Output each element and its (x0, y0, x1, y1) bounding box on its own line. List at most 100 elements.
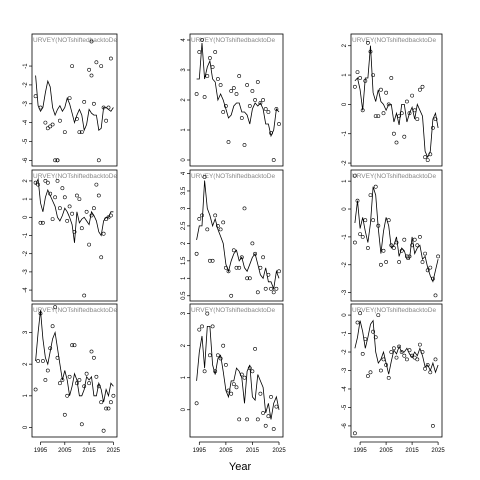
data-point (420, 260, 425, 264)
panel-4: URVEY(NOTshiftedbacktoDe -4 -3 -2 -1 0 1 2 (23, 169, 118, 302)
data-point (242, 143, 247, 147)
data-point (404, 99, 409, 104)
data-point (45, 368, 50, 373)
data-point (213, 50, 218, 54)
x-axis-2: 1995 2005 2015 2025 (193, 441, 286, 454)
y-tick-label: 1 (181, 375, 187, 379)
data-point (381, 357, 386, 362)
data-point (378, 368, 383, 373)
data-point (48, 191, 53, 196)
data-point (420, 350, 425, 354)
y-tick-label: -4 (23, 287, 29, 293)
data-point (269, 394, 273, 399)
data-point (355, 70, 360, 75)
x-tick-label: 2015 (82, 448, 96, 454)
data-point (58, 118, 62, 123)
data-point (53, 305, 58, 310)
data-point (433, 293, 438, 298)
data-point (65, 393, 70, 398)
data-point (399, 111, 404, 116)
data-point (423, 366, 428, 371)
panel-1: URVEY(NOTshiftedbacktoDe -6 -5 -4 -3 -2 -1 (23, 33, 117, 167)
data-point (96, 158, 101, 163)
data-point (365, 374, 370, 378)
data-point (79, 422, 84, 427)
data-point (266, 414, 271, 419)
data-point (87, 242, 92, 247)
series-line (35, 310, 114, 403)
data-point (410, 93, 415, 98)
data-point (67, 96, 72, 101)
data-point (391, 246, 396, 250)
data-point (389, 243, 394, 248)
data-point (237, 417, 242, 422)
data-point (381, 248, 386, 253)
y-tick-label: 3 (181, 206, 187, 210)
panel-frame (31, 169, 118, 302)
data-point (271, 427, 276, 431)
data-point (218, 356, 223, 361)
data-point (231, 86, 236, 90)
data-point (70, 211, 75, 216)
data-point (371, 329, 376, 334)
x-tick-label: 1995 (193, 448, 207, 454)
data-point (60, 378, 65, 382)
y-tick-label: 0 (181, 407, 187, 411)
y-tick-label: 0 (181, 158, 187, 162)
data-point (72, 343, 77, 348)
data-point (106, 105, 111, 110)
x-tick-label: 2005 (219, 448, 233, 454)
data-point (62, 412, 67, 417)
data-point (202, 95, 207, 99)
data-point (79, 130, 84, 135)
data-point (417, 87, 422, 92)
data-point (101, 105, 106, 110)
data-point (263, 107, 268, 111)
data-point (415, 117, 420, 122)
data-point (53, 158, 58, 163)
y-tick-label: -6 (342, 423, 348, 429)
data-point (386, 102, 391, 107)
data-point (36, 182, 41, 187)
data-point (70, 64, 75, 69)
data-point (376, 223, 381, 228)
data-point (210, 258, 215, 263)
data-point (363, 218, 368, 223)
data-point (394, 355, 399, 360)
series-line (354, 319, 439, 375)
y-tick-label: 1.5 (181, 256, 187, 265)
data-point (253, 251, 258, 256)
data-point (205, 311, 210, 316)
data-point (352, 84, 357, 89)
data-point (269, 286, 273, 291)
data-point (266, 110, 271, 114)
data-point (99, 400, 104, 405)
x-tick-label: 2025 (431, 448, 445, 454)
data-point (352, 431, 357, 436)
data-point (62, 195, 67, 200)
data-point (391, 131, 396, 136)
data-point (213, 213, 218, 218)
series-line (354, 186, 439, 283)
data-point (376, 313, 381, 318)
data-point (384, 90, 389, 95)
panel-title: URVEY(NOTshiftedbacktoDe (352, 307, 436, 314)
data-point (94, 374, 99, 379)
data-point (234, 385, 239, 390)
data-point (77, 197, 82, 202)
data-point (207, 56, 212, 60)
data-point (77, 378, 82, 382)
data-point (261, 411, 266, 415)
data-point (412, 237, 417, 242)
y-tick-label: 0 (342, 207, 348, 211)
data-point (274, 286, 279, 291)
y-tick-label: 3 (23, 330, 29, 334)
data-point (75, 193, 79, 198)
data-point (38, 105, 43, 110)
data-point (402, 237, 407, 242)
y-tick-label: 3.5 (181, 186, 187, 195)
y-tick-label: -2 (23, 82, 29, 88)
x-tick-label: 2005 (379, 448, 393, 454)
data-point (253, 346, 258, 351)
x-tick-label: 2015 (405, 448, 419, 454)
